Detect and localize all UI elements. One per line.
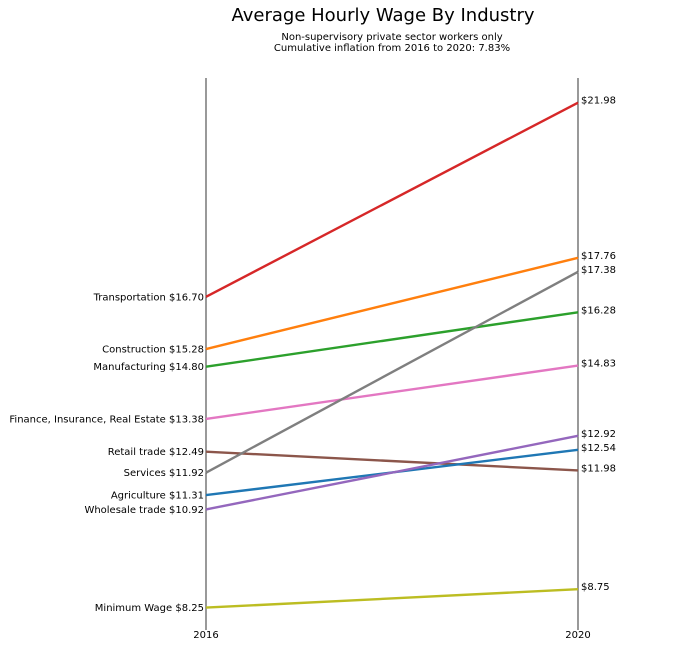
start-value-manufacturing: $14.80 — [166, 362, 204, 373]
series-line-finance-insurance-real-estate — [205, 364, 579, 421]
end-value-transportation: $21.98 — [581, 96, 616, 107]
start-label-wholesale-trade: Wholesale trade $10.92 — [84, 505, 204, 516]
start-label-agriculture: Agriculture $11.31 — [111, 491, 204, 502]
series-name-manufacturing: Manufacturing — [93, 362, 165, 373]
start-label-construction: Construction $15.28 — [102, 345, 204, 356]
start-value-construction: $15.28 — [166, 345, 204, 356]
start-value-services: $11.92 — [166, 468, 204, 479]
start-label-manufacturing: Manufacturing $14.80 — [93, 362, 204, 373]
start-label-finance-insurance-real-estate: Finance, Insurance, Real Estate $13.38 — [9, 414, 204, 425]
end-value-finance-insurance-real-estate: $14.83 — [581, 359, 616, 370]
end-value-construction: $17.76 — [581, 251, 616, 262]
start-value-transportation: $16.70 — [166, 292, 204, 303]
series-line-wholesale-trade — [205, 434, 579, 511]
x-tick-label-2016: 2016 — [193, 630, 218, 641]
series-name-finance-insurance-real-estate: Finance, Insurance, Real Estate — [9, 414, 165, 425]
series-name-construction: Construction — [102, 345, 166, 356]
end-value-minimum-wage: $8.75 — [581, 582, 610, 593]
start-value-finance-insurance-real-estate: $13.38 — [166, 414, 204, 425]
x-tick-label-2020: 2020 — [565, 630, 590, 641]
series-name-wholesale-trade: Wholesale trade — [84, 505, 165, 516]
series-layer: Transportation $16.70 $21.98 Construction … — [9, 96, 616, 614]
start-value-wholesale-trade: $10.92 — [166, 505, 204, 516]
series-name-transportation: Transportation — [93, 292, 166, 303]
start-value-agriculture: $11.31 — [166, 491, 204, 502]
series-name-retail-trade: Retail trade — [108, 447, 166, 458]
series-line-construction — [205, 256, 579, 351]
end-value-wholesale-trade: $12.92 — [581, 429, 616, 440]
series-line-services — [205, 270, 579, 474]
end-value-retail-trade: $11.98 — [581, 463, 616, 474]
end-value-agriculture: $12.54 — [581, 443, 616, 454]
series-name-agriculture: Agriculture — [111, 491, 166, 502]
series-name-services: Services — [124, 468, 166, 479]
start-label-minimum-wage: Minimum Wage $8.25 — [95, 603, 204, 614]
start-label-retail-trade: Retail trade $12.49 — [108, 447, 204, 458]
end-value-manufacturing: $16.28 — [581, 305, 616, 316]
series-line-manufacturing — [205, 311, 579, 368]
start-value-retail-trade: $12.49 — [166, 447, 204, 458]
series-line-minimum-wage — [205, 588, 579, 609]
series-line-transportation — [205, 101, 579, 298]
series-name-minimum-wage: Minimum Wage — [95, 603, 172, 614]
start-label-services: Services $11.92 — [124, 468, 204, 479]
end-value-services: $17.38 — [581, 265, 616, 276]
chart-subtitle-line-2: Cumulative inflation from 2016 to 2020: … — [274, 43, 510, 54]
chart-title: Average Hourly Wage By Industry — [231, 5, 534, 26]
chart-subtitle-line-1: Non-supervisory private sector workers o… — [281, 32, 502, 43]
start-value-minimum-wage: $8.25 — [172, 603, 204, 614]
series-line-retail-trade — [205, 450, 579, 472]
start-label-transportation: Transportation $16.70 — [93, 292, 204, 303]
